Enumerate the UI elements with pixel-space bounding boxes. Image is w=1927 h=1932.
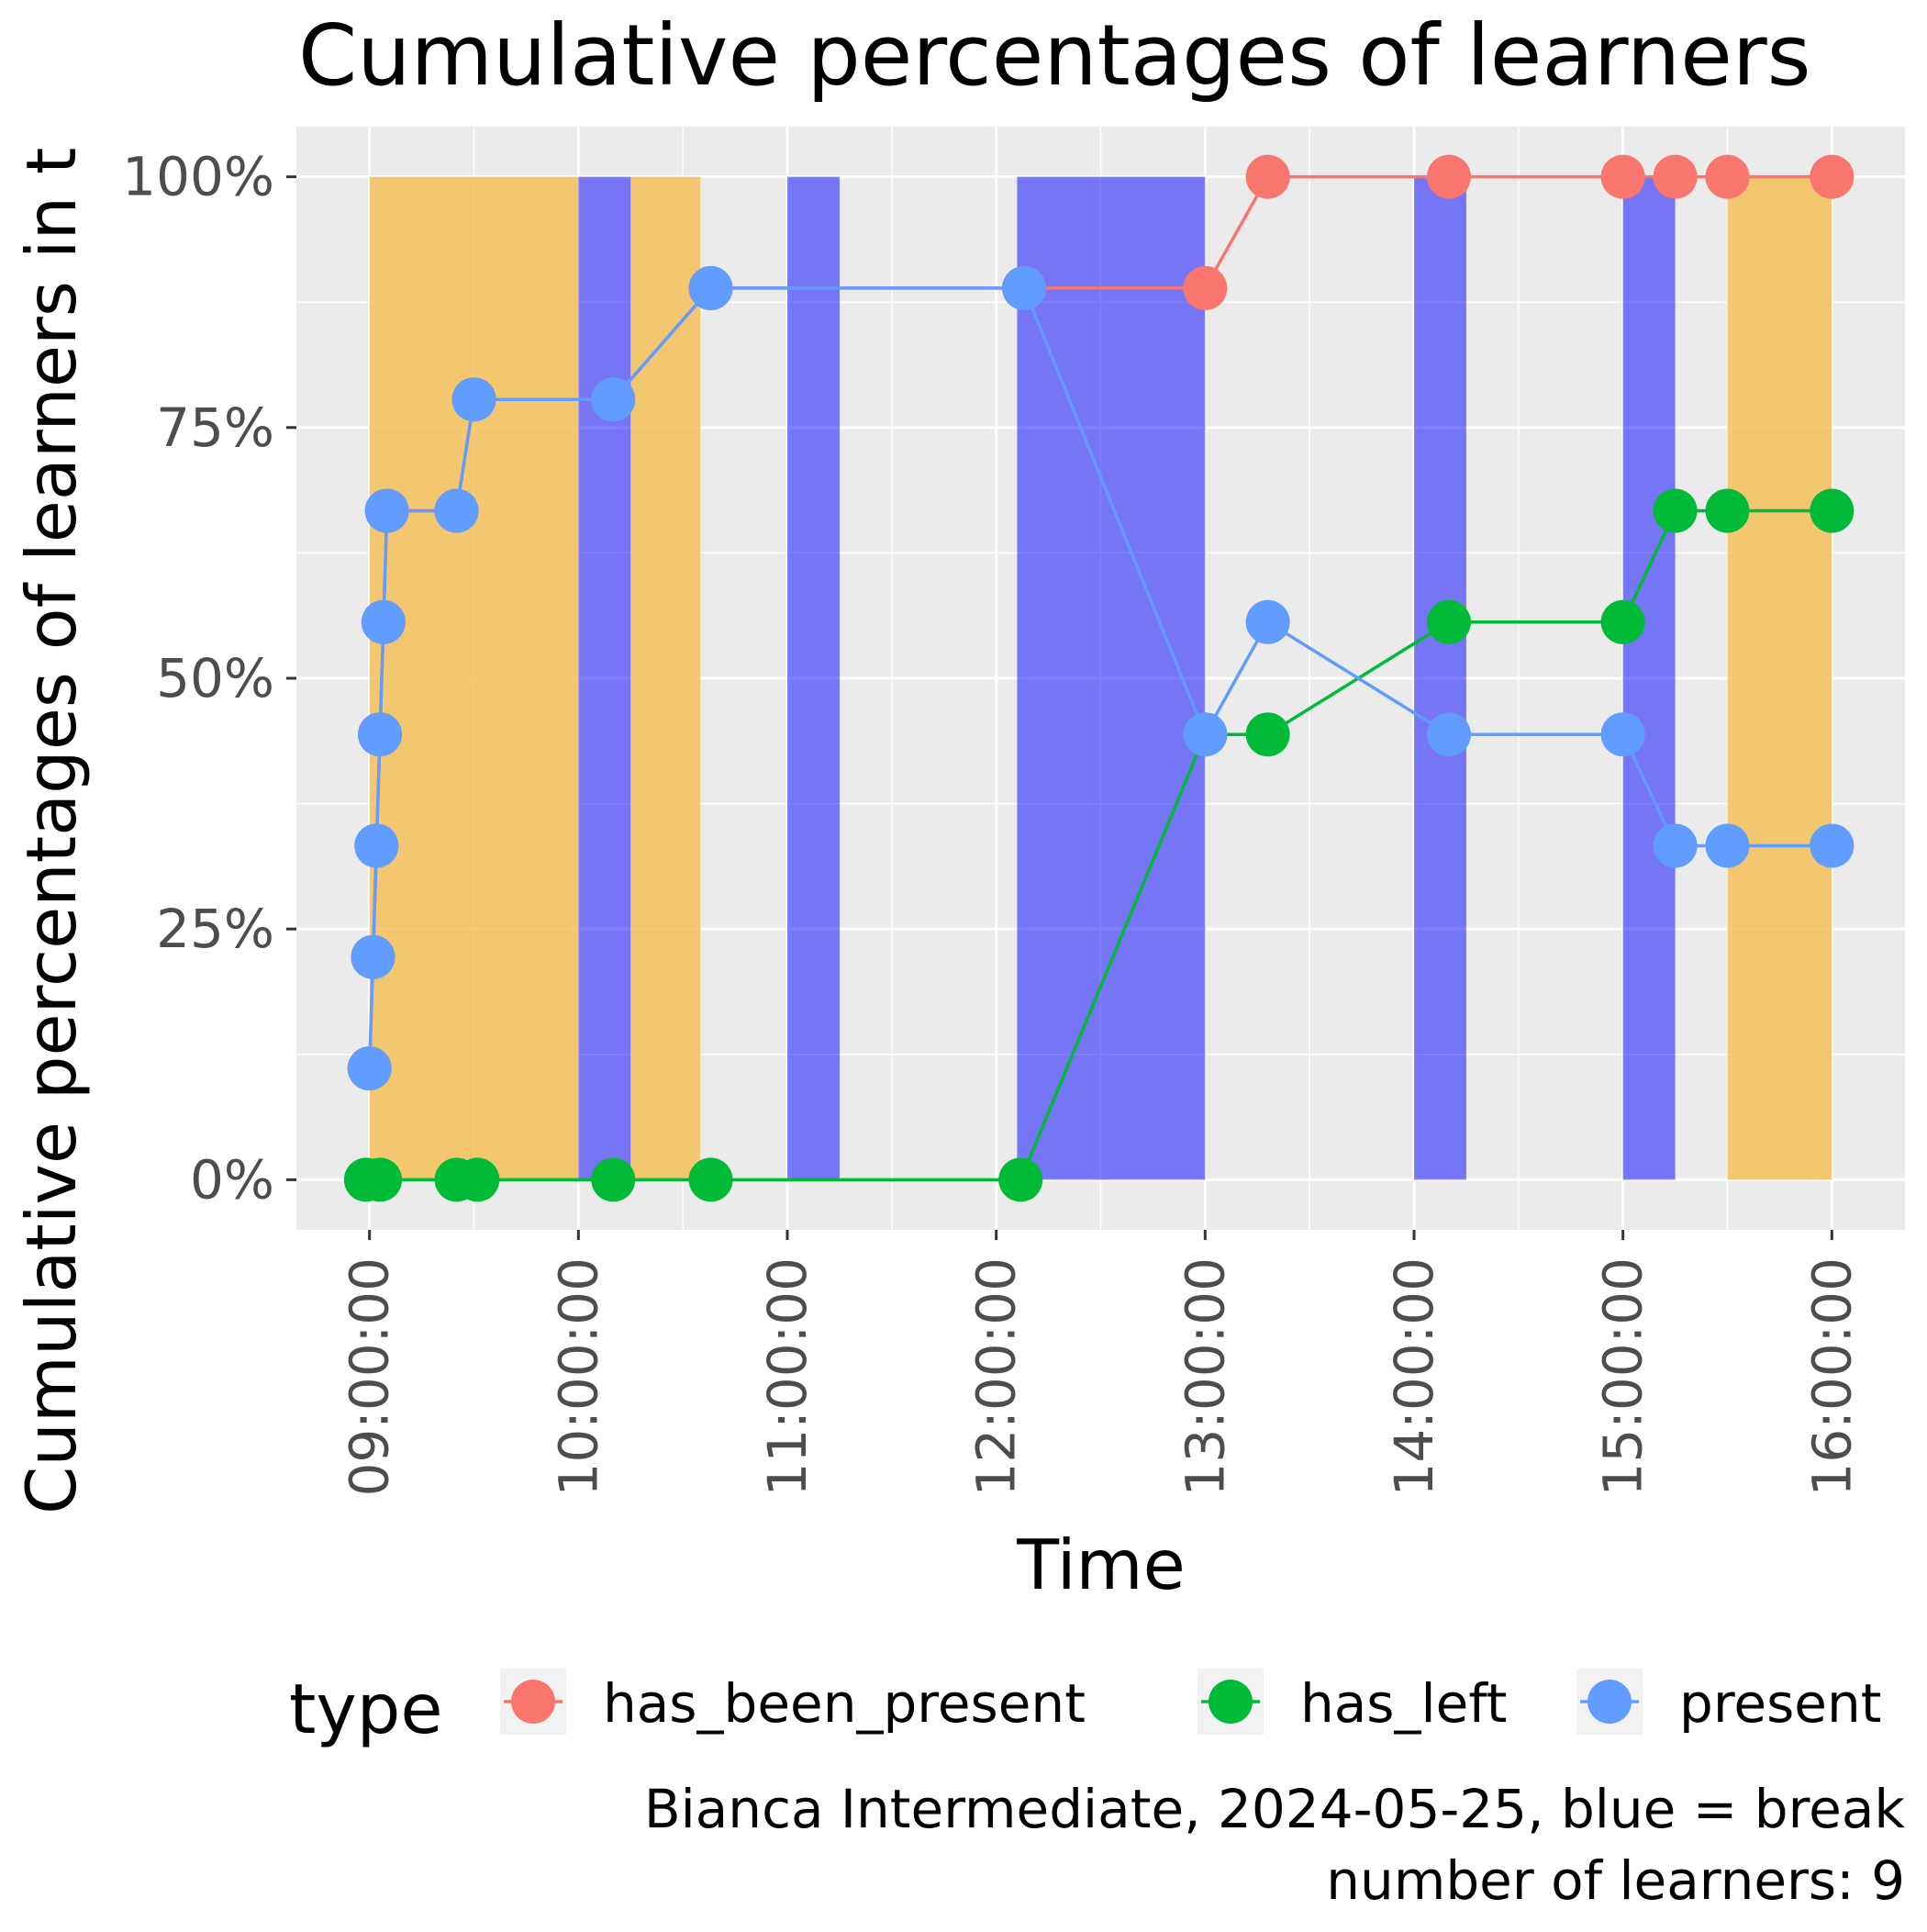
data-point-has-been-present <box>1810 154 1855 199</box>
y-axis-title: Cumulative percentages of learners in t <box>11 148 92 1514</box>
data-point-present <box>451 377 496 422</box>
data-point-present <box>347 1046 392 1091</box>
data-point-has-left <box>1705 488 1750 533</box>
y-tick-label: 50% <box>156 647 274 709</box>
data-point-present <box>688 265 733 310</box>
x-tick-label: 13:00:00 <box>1174 1257 1236 1497</box>
legend-label-has-left: has_left <box>1300 1672 1507 1735</box>
data-point-has-left <box>358 1157 403 1202</box>
legend-title: type <box>289 1669 443 1749</box>
x-tick-label: 10:00:00 <box>547 1257 609 1497</box>
data-point-present <box>1245 599 1290 644</box>
data-point-present <box>361 599 406 644</box>
y-tick-label: 75% <box>156 396 274 459</box>
data-point-present <box>1002 265 1047 310</box>
data-point-present <box>434 488 479 533</box>
data-point-has-been-present <box>1600 154 1645 199</box>
legend-label-present: present <box>1679 1672 1881 1735</box>
shaded-regions <box>369 176 1832 1180</box>
legend: type has_been_present has_left present <box>289 1669 1881 1749</box>
data-point-present <box>1653 823 1698 868</box>
data-point-has-left <box>998 1157 1043 1202</box>
y-tick-label: 100% <box>122 146 274 208</box>
legend-label-has-been-present: has_been_present <box>603 1672 1086 1735</box>
x-tick-label: 16:00:00 <box>1800 1257 1863 1497</box>
break-region <box>1622 176 1676 1180</box>
data-point-present <box>354 823 399 868</box>
session-region <box>1727 176 1832 1180</box>
legend-key-point <box>1209 1680 1253 1724</box>
break-region <box>787 176 840 1180</box>
x-tick-label: 14:00:00 <box>1383 1257 1445 1497</box>
legend-key-point <box>511 1680 555 1724</box>
data-point-has-left <box>591 1157 636 1202</box>
data-point-has-been-present <box>1245 154 1290 199</box>
data-point-present <box>1183 712 1228 757</box>
series-points <box>343 154 1855 1202</box>
x-tick-label: 15:00:00 <box>1592 1257 1654 1497</box>
data-point-has-left <box>688 1157 733 1202</box>
break-region <box>1017 176 1206 1180</box>
x-tick-label: 12:00:00 <box>965 1257 1028 1497</box>
data-point-has-left <box>455 1157 500 1202</box>
data-point-has-left <box>1600 599 1645 644</box>
data-point-present <box>591 377 636 422</box>
caption-line-1: Bianca Intermediate, 2024-05-25, blue = … <box>644 1778 1906 1840</box>
data-point-present <box>351 934 395 979</box>
data-point-has-left <box>1653 488 1698 533</box>
legend-key-point <box>1587 1680 1632 1724</box>
x-tick-label: 11:00:00 <box>756 1257 819 1497</box>
data-point-present <box>1705 823 1750 868</box>
y-axis-ticks: 0% 25% 50% 75% 100% <box>122 146 296 1211</box>
x-axis-title: Time <box>1016 1524 1186 1605</box>
x-axis-ticks: 09:00:00 10:00:00 11:00:00 12:00:00 13:00:00… <box>339 1230 1863 1497</box>
data-point-has-been-present <box>1653 154 1698 199</box>
break-region <box>1413 176 1466 1180</box>
session-region <box>630 176 701 1180</box>
y-tick-label: 0% <box>190 1148 274 1211</box>
data-point-present <box>364 488 409 533</box>
caption: Bianca Intermediate, 2024-05-25, blue = … <box>644 1778 1906 1912</box>
data-point-present <box>1810 823 1855 868</box>
data-point-present <box>1600 712 1645 757</box>
chart-title: Cumulative percentages of learners <box>298 6 1811 105</box>
data-point-has-left <box>1426 599 1471 644</box>
caption-line-2: number of learners: 9 <box>1326 1849 1905 1912</box>
data-point-has-left <box>1245 712 1290 757</box>
x-tick-label: 09:00:00 <box>339 1257 401 1497</box>
data-point-has-been-present <box>1705 154 1750 199</box>
data-point-present <box>358 712 403 757</box>
break-region <box>578 176 631 1180</box>
data-point-has-been-present <box>1183 265 1228 310</box>
data-point-has-been-present <box>1426 154 1471 199</box>
y-tick-label: 25% <box>156 898 274 960</box>
session-region <box>369 176 579 1180</box>
data-point-has-left <box>1810 488 1855 533</box>
data-point-present <box>1426 712 1471 757</box>
